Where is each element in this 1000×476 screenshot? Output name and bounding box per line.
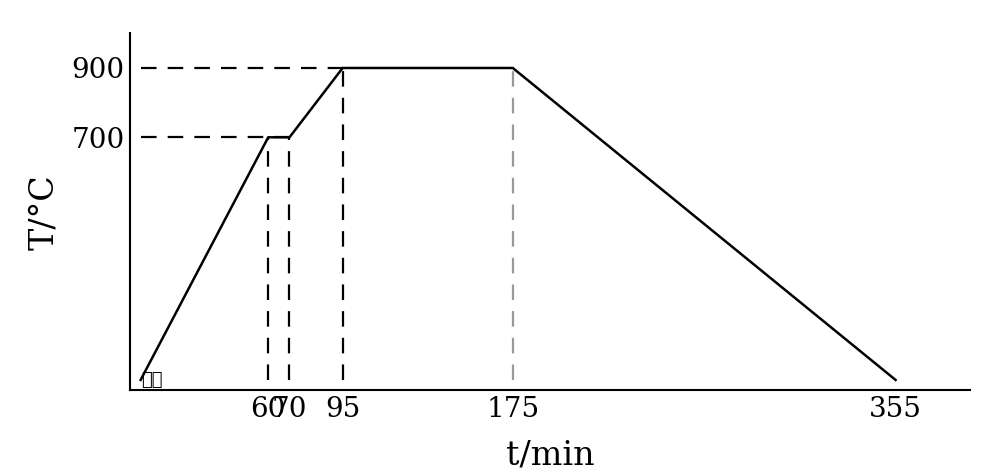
Text: 室温: 室温 [141,371,162,388]
Y-axis label: T/°C: T/°C [28,174,60,250]
X-axis label: t/min: t/min [506,439,594,472]
